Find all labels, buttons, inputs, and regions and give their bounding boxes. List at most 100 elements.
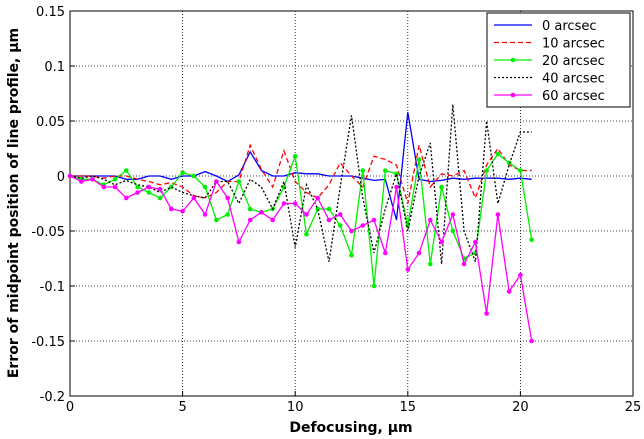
data-point: [428, 261, 433, 267]
data-point: [337, 223, 343, 228]
data-point: [416, 157, 422, 162]
data-point: [337, 212, 343, 217]
data-point: [349, 252, 354, 258]
legend-label: 10 arcsec: [542, 37, 605, 52]
data-point: [450, 228, 456, 234]
data-point: [304, 212, 309, 217]
data-point: [202, 212, 208, 217]
data-point: [394, 171, 399, 177]
legend-label: 40 arcsec: [542, 72, 605, 87]
data-point: [416, 250, 422, 256]
data-point: [315, 195, 321, 201]
data-point: [90, 177, 95, 182]
data-point: [473, 239, 478, 245]
data-point: [225, 212, 230, 217]
data-point: [529, 338, 534, 344]
data-point: [506, 160, 512, 166]
series-group: [67, 104, 534, 344]
data-point: [236, 179, 242, 184]
data-point: [214, 217, 219, 223]
y-tick-label: -0.2: [40, 390, 65, 405]
data-point: [225, 195, 230, 201]
y-tick-label: -0.05: [31, 225, 65, 240]
y-tick-label: 0.15: [36, 5, 65, 20]
data-point: [495, 212, 501, 217]
legend-label: 60 arcsec: [542, 89, 605, 104]
data-point: [78, 179, 84, 184]
data-point: [405, 267, 411, 272]
data-point: [529, 237, 534, 243]
data-point: [180, 208, 185, 214]
data-point: [191, 173, 197, 179]
data-point: [135, 184, 140, 190]
data-point: [169, 206, 174, 212]
data-point: [270, 217, 275, 223]
data-point: [67, 173, 73, 179]
data-point: [124, 195, 129, 201]
data-point: [506, 289, 512, 294]
data-point: [371, 217, 377, 223]
data-point: [394, 184, 399, 190]
legend-marker: [510, 92, 516, 98]
series-line-1: [70, 143, 532, 204]
x-axis: 0 5 10 15 20 25: [66, 391, 641, 415]
y-axis: -0.2 -0.15 -0.1 -0.05 0 0.05 0.1 0.15: [31, 5, 75, 405]
series-line-3: [69, 104, 532, 265]
data-point: [112, 184, 118, 190]
data-point: [428, 217, 433, 223]
data-point: [236, 239, 242, 245]
data-point: [450, 212, 456, 217]
x-tick-label: 25: [625, 400, 642, 415]
data-point: [146, 190, 152, 195]
plot-frame: [69, 10, 634, 397]
data-point: [518, 168, 523, 173]
x-tick-label: 15: [400, 400, 417, 415]
data-point: [146, 184, 152, 190]
y-tick-label: -0.1: [40, 280, 65, 295]
data-point: [382, 250, 388, 256]
data-point: [439, 184, 444, 190]
legend-label: 20 arcsec: [542, 54, 605, 69]
data-point: [349, 228, 354, 234]
y-tick-label: 0.05: [36, 115, 65, 130]
data-point: [191, 195, 197, 201]
x-tick-label: 0: [66, 400, 74, 415]
legend-marker: [510, 57, 516, 63]
data-point: [101, 184, 107, 190]
data-point: [292, 201, 298, 206]
data-point: [439, 239, 444, 245]
data-point: [292, 153, 298, 159]
x-tick-label: 10: [287, 400, 304, 415]
data-point: [169, 184, 174, 190]
data-point: [124, 168, 129, 173]
data-point: [360, 223, 366, 228]
series-line-4: [69, 175, 533, 342]
data-point: [484, 311, 489, 316]
data-point: [495, 151, 501, 157]
x-tick-label: 5: [178, 400, 186, 415]
data-point: [484, 168, 489, 173]
data-point: [360, 168, 366, 173]
data-point: [135, 190, 140, 195]
data-point: [461, 261, 467, 267]
y-axis-label: Error of midpoint position of line profi…: [6, 28, 22, 378]
data-point: [214, 179, 219, 184]
y-tick-label: 0: [57, 170, 65, 185]
data-point: [326, 206, 332, 212]
data-point: [247, 217, 253, 223]
data-point: [382, 168, 388, 173]
x-tick-label: 20: [512, 400, 529, 415]
data-point: [371, 283, 377, 289]
legend: 0 arcsec 10 arcsec 20 arcsec 40 arcsec 60 ar…: [486, 12, 631, 108]
data-point: [518, 272, 523, 278]
legend-label: 0 arcsec: [542, 19, 597, 34]
data-point: [157, 195, 163, 201]
data-point: [112, 177, 118, 182]
data-point: [180, 170, 185, 175]
y-tick-label: -0.15: [31, 335, 65, 350]
data-point: [202, 184, 208, 190]
series-line-0: [70, 112, 532, 221]
data-point: [247, 206, 253, 212]
data-point: [304, 232, 309, 237]
